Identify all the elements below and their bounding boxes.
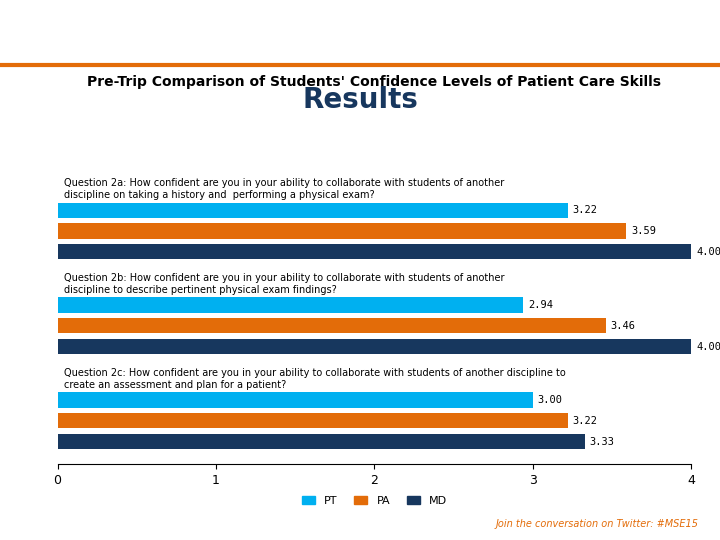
Title: Pre-Trip Comparison of Students' Confidence Levels of Patient Care Skills: Pre-Trip Comparison of Students' Confide… bbox=[87, 75, 662, 89]
Text: 4.00: 4.00 bbox=[696, 342, 720, 352]
Text: 2.94: 2.94 bbox=[528, 300, 553, 310]
Legend: PT, PA, MD: PT, PA, MD bbox=[297, 491, 451, 510]
Text: STFM Conference on: STFM Conference on bbox=[14, 16, 121, 25]
Text: 3.22: 3.22 bbox=[572, 205, 598, 215]
Text: 3.22: 3.22 bbox=[572, 416, 598, 426]
Text: 3.46: 3.46 bbox=[611, 321, 636, 331]
Text: 3.33: 3.33 bbox=[590, 436, 615, 447]
Text: 3.59: 3.59 bbox=[631, 226, 656, 236]
Bar bbox=[58, 413, 567, 428]
Bar bbox=[58, 298, 523, 313]
Text: Join the conversation on Twitter: #MSE15: Join the conversation on Twitter: #MSE15 bbox=[495, 519, 698, 529]
Text: Medical Student Education: Medical Student Education bbox=[14, 44, 286, 62]
Text: Question 2c: How confident are you in your ability to collaborate with students : Question 2c: How confident are you in yo… bbox=[64, 368, 566, 389]
Bar bbox=[58, 339, 691, 354]
Text: Question 2b: How confident are you in your ability to collaborate with students : Question 2b: How confident are you in yo… bbox=[64, 273, 505, 295]
Bar bbox=[58, 434, 585, 449]
Bar bbox=[58, 224, 626, 239]
Bar bbox=[58, 244, 691, 259]
Text: Results: Results bbox=[302, 86, 418, 114]
Bar bbox=[58, 393, 533, 408]
Bar bbox=[58, 318, 606, 334]
Text: 4.00: 4.00 bbox=[696, 247, 720, 256]
Text: Question 2a: How confident are you in your ability to collaborate with students : Question 2a: How confident are you in yo… bbox=[64, 178, 504, 200]
Bar bbox=[58, 202, 567, 218]
Text: 3.00: 3.00 bbox=[538, 395, 562, 405]
